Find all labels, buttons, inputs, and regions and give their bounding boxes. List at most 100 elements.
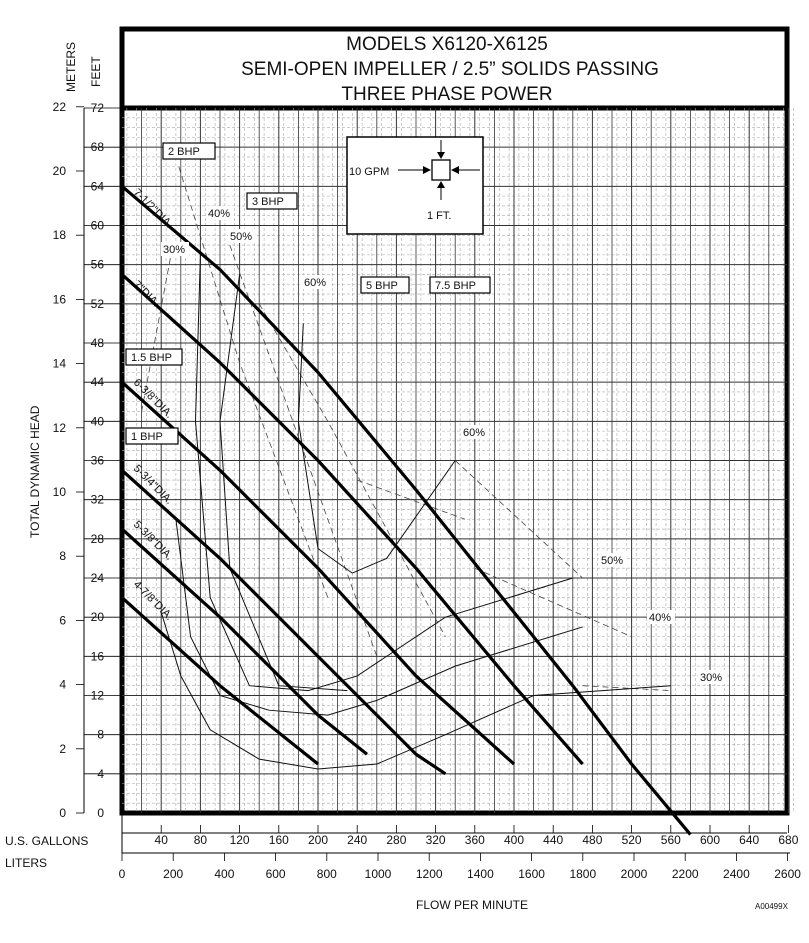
title-box — [119, 26, 790, 111]
meter-tick-label: 10 — [53, 485, 67, 499]
meter-tick-label: 4 — [59, 678, 66, 692]
meter-tick-label: 6 — [59, 613, 66, 627]
head-curve-1 — [120, 185, 692, 836]
liter-tick-label: 1800 — [569, 867, 596, 881]
liter-tick-label: 2600 — [774, 867, 801, 881]
meter-tick-label: 8 — [59, 549, 66, 563]
bhp-box — [125, 427, 179, 445]
meter-tick-label: 16 — [53, 292, 67, 306]
meter-tick-label: 22 — [53, 100, 67, 114]
efficiency-label-bg — [228, 229, 256, 243]
bhp-label: 5 BHP — [366, 280, 398, 292]
gallon-tick-label: 600 — [700, 833, 720, 847]
efficiency-lines — [141, 166, 671, 692]
bhp-box — [162, 142, 216, 160]
efficiency-label: 60% — [463, 427, 485, 439]
efficiency-label-bg — [698, 670, 726, 684]
liter-tick-label: 1600 — [518, 867, 545, 881]
gallon-tick-label: 240 — [347, 833, 367, 847]
title-line-1: MODELS X6120-X6125 — [346, 34, 548, 55]
efficiency-line — [229, 244, 378, 657]
feet-tick-label: 0 — [97, 806, 104, 820]
head-curve-4 — [120, 469, 447, 776]
feet-tick-label: 32 — [91, 493, 105, 507]
efficiency-label-bg — [599, 553, 627, 567]
efficiency-label-bg — [647, 610, 675, 624]
scale-square — [431, 159, 451, 181]
feet-tick-label: 44 — [91, 375, 105, 389]
feet-tick-label: 4 — [97, 767, 104, 781]
title-line-3: THREE PHASE POWER — [341, 84, 552, 105]
liter-tick-label: 400 — [214, 867, 234, 881]
meter-tick-label: 0 — [59, 806, 66, 820]
feet-tick-label: 64 — [91, 179, 105, 193]
x-axis-title: FLOW PER MINUTE — [416, 898, 528, 912]
efficiency-label: 50% — [230, 231, 252, 243]
efficiency-label-bg — [461, 425, 489, 439]
liter-tick-label: 1400 — [467, 867, 494, 881]
gallons-unit-label: U.S. GALLONS — [5, 834, 88, 848]
efficiency-line — [454, 460, 583, 579]
efficiency-line — [357, 479, 466, 520]
scale-flow-label: 10 GPM — [349, 166, 389, 178]
feet-tick-label: 16 — [91, 649, 105, 663]
meter-tick-label: 18 — [53, 228, 67, 242]
gallon-tick-label: 440 — [543, 833, 563, 847]
feet-unit-label: FEET — [89, 56, 103, 87]
figure-code: A00499X — [755, 902, 789, 911]
feet-tick-label: 28 — [91, 532, 105, 546]
y-axis-title: TOTAL DYNAMIC HEAD — [28, 405, 42, 538]
scale-arrowhead-right — [451, 166, 459, 174]
feet-tick-label: 12 — [91, 689, 105, 703]
efficiency-label: 60% — [304, 277, 326, 289]
efficiency-label-bg — [206, 206, 234, 220]
gallon-tick-label: 480 — [582, 833, 602, 847]
gallon-tick-label: 640 — [739, 833, 759, 847]
gallon-tick-label: 120 — [230, 833, 250, 847]
liter-tick-label: 2200 — [672, 867, 699, 881]
efficiency-label: 30% — [163, 244, 185, 256]
efficiency-line — [582, 685, 671, 692]
liter-tick-label: 800 — [317, 867, 337, 881]
efficiency-label-bg — [302, 275, 330, 289]
scale-arrowhead-top — [437, 152, 445, 159]
gallon-tick-label: 560 — [661, 833, 681, 847]
feet-tick-label: 20 — [91, 610, 105, 624]
meter-tick-label: 2 — [59, 742, 66, 756]
liter-tick-label: 1200 — [416, 867, 443, 881]
gallon-tick-label: 200 — [308, 833, 328, 847]
efficiency-label: 40% — [649, 612, 671, 624]
efficiency-line — [258, 303, 446, 637]
efficiency-label: 40% — [208, 208, 230, 220]
feet-tick-label: 60 — [91, 219, 105, 233]
feet-tick-label: 24 — [91, 571, 105, 585]
axes: 4812162024283236404448525660646872002468… — [53, 100, 802, 881]
feet-tick-label: 48 — [91, 336, 105, 350]
feet-tick-label: 52 — [91, 297, 105, 311]
bhp-box — [429, 276, 491, 294]
head-curves — [120, 185, 692, 836]
efficiency-line — [474, 567, 632, 638]
bhp-label: 1 BHP — [131, 431, 163, 443]
efficiency-label-bg — [161, 242, 189, 256]
efficiency-label: 30% — [700, 672, 722, 684]
scale-head-label: 1 FT. — [427, 210, 451, 222]
feet-tick-label: 68 — [91, 140, 105, 154]
gallon-tick-label: 40 — [155, 833, 169, 847]
feet-tick-label: 56 — [91, 258, 105, 272]
scale-arrowhead-bottom — [437, 181, 445, 188]
meter-tick-label: 20 — [53, 164, 67, 178]
feet-tick-label: 40 — [91, 414, 105, 428]
head-curve-5 — [120, 527, 368, 756]
scale-arrowhead-left — [423, 166, 431, 174]
efficiency-line — [178, 166, 329, 598]
meter-tick-label: 12 — [53, 421, 67, 435]
liter-tick-label: 1000 — [365, 867, 392, 881]
scale-box — [346, 136, 484, 235]
liters-unit-label: LITERS — [5, 856, 47, 870]
bhp-box — [125, 348, 183, 366]
gallon-tick-label: 280 — [386, 833, 406, 847]
gallon-tick-label: 80 — [194, 833, 208, 847]
gallon-tick-label: 680 — [778, 833, 798, 847]
gallon-tick-label: 400 — [504, 833, 524, 847]
